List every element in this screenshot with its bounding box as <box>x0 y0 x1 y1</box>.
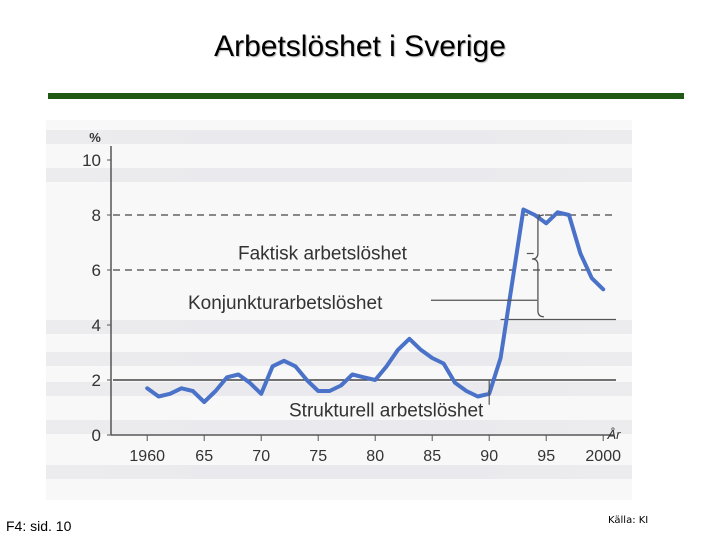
data-point <box>430 356 434 360</box>
scanned-text-background <box>46 420 632 434</box>
data-point <box>453 381 457 385</box>
data-point <box>157 395 161 398</box>
title-rule <box>48 93 684 99</box>
x-tick-label: 70 <box>252 448 270 465</box>
x-axis-label: År <box>607 427 622 442</box>
scanned-text-background <box>46 320 632 334</box>
data-point <box>202 400 206 404</box>
x-tick-label: 95 <box>537 448 555 465</box>
data-point <box>282 359 286 363</box>
annotation-strukturell: Strukturell arbetslöshet <box>289 400 484 421</box>
data-point <box>419 348 423 352</box>
data-point <box>556 210 560 214</box>
data-point <box>259 392 263 396</box>
data-point <box>316 389 320 393</box>
x-tick-label: 2000 <box>585 448 621 465</box>
y-tick-label: 8 <box>92 206 101 225</box>
data-point <box>567 213 571 217</box>
data-point <box>601 287 605 291</box>
y-axis-label: % <box>89 130 101 145</box>
data-point <box>271 364 275 368</box>
data-point <box>214 389 218 393</box>
data-point <box>339 384 343 387</box>
unemployment-line-chart: 0 2 4 6 8 10% 1960 65 70 75 80 85 90 95 2000 År Faktisk … <box>82 130 622 465</box>
data-point <box>464 389 468 393</box>
data-point <box>293 364 297 368</box>
slide-title: Arbetslöshet i Sverige <box>214 30 506 63</box>
data-point <box>476 395 480 398</box>
data-point <box>305 378 309 382</box>
y-tick-label: 10 <box>82 151 101 170</box>
data-point <box>521 208 525 211</box>
x-tick-label: 90 <box>480 448 498 465</box>
data-point <box>544 221 548 225</box>
data-point <box>236 373 240 376</box>
data-point <box>533 213 537 217</box>
data-point <box>328 389 332 393</box>
data-point <box>168 392 172 396</box>
y-tick-label: 0 <box>92 426 101 445</box>
data-point <box>362 375 366 379</box>
data-point <box>442 362 446 365</box>
y-tick-label: 4 <box>92 316 101 335</box>
data-point <box>248 381 252 385</box>
slide-reference: F4: sid. 10 <box>6 518 72 534</box>
data-point <box>225 375 229 379</box>
data-point <box>510 282 514 286</box>
x-tick-label: 65 <box>195 448 213 465</box>
source-note: Källa: KI <box>608 515 649 526</box>
y-tick-label: 6 <box>92 261 101 280</box>
data-point <box>499 356 503 360</box>
data-point <box>179 386 183 390</box>
scanned-text-background <box>46 130 632 144</box>
chart-panel: 0 2 4 6 8 10% 1960 65 70 75 80 85 90 95 2000 År Faktisk … <box>46 120 632 500</box>
scanned-text-background <box>46 465 632 479</box>
data-point <box>407 337 411 341</box>
x-tick-label: 1960 <box>129 448 165 465</box>
annotation-konjunktur: Konjunkturarbetslöshet <box>188 293 383 314</box>
brace <box>531 214 544 318</box>
annotation-faktisk: Faktisk arbetslöshet <box>238 244 408 265</box>
data-point <box>385 364 389 368</box>
data-point <box>590 276 594 280</box>
data-point <box>396 348 400 352</box>
data-point <box>350 373 354 376</box>
data-point <box>191 389 195 393</box>
scanned-text-background <box>46 168 632 182</box>
x-tick-label: 85 <box>423 448 441 465</box>
x-tick-label: 80 <box>366 448 384 465</box>
data-point <box>578 252 582 255</box>
data-point <box>145 386 149 390</box>
y-tick-label: 2 <box>92 371 101 390</box>
data-point <box>373 378 377 382</box>
scanned-text-background <box>46 352 632 366</box>
x-tick-label: 75 <box>309 448 327 465</box>
